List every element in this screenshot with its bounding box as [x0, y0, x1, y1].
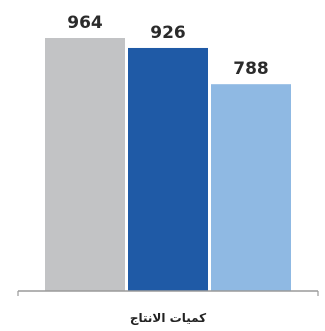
bars-layer: [45, 38, 291, 292]
bar-2: [128, 47, 208, 292]
category-label: كميات الانتاج: [130, 311, 206, 325]
data-label-1: 964: [67, 13, 103, 33]
data-labels-layer: 964 926 788: [67, 13, 269, 79]
bar-3: [211, 84, 291, 291]
bar-1: [45, 38, 125, 291]
data-label-3: 788: [233, 59, 269, 79]
data-label-2: 926: [150, 23, 186, 43]
